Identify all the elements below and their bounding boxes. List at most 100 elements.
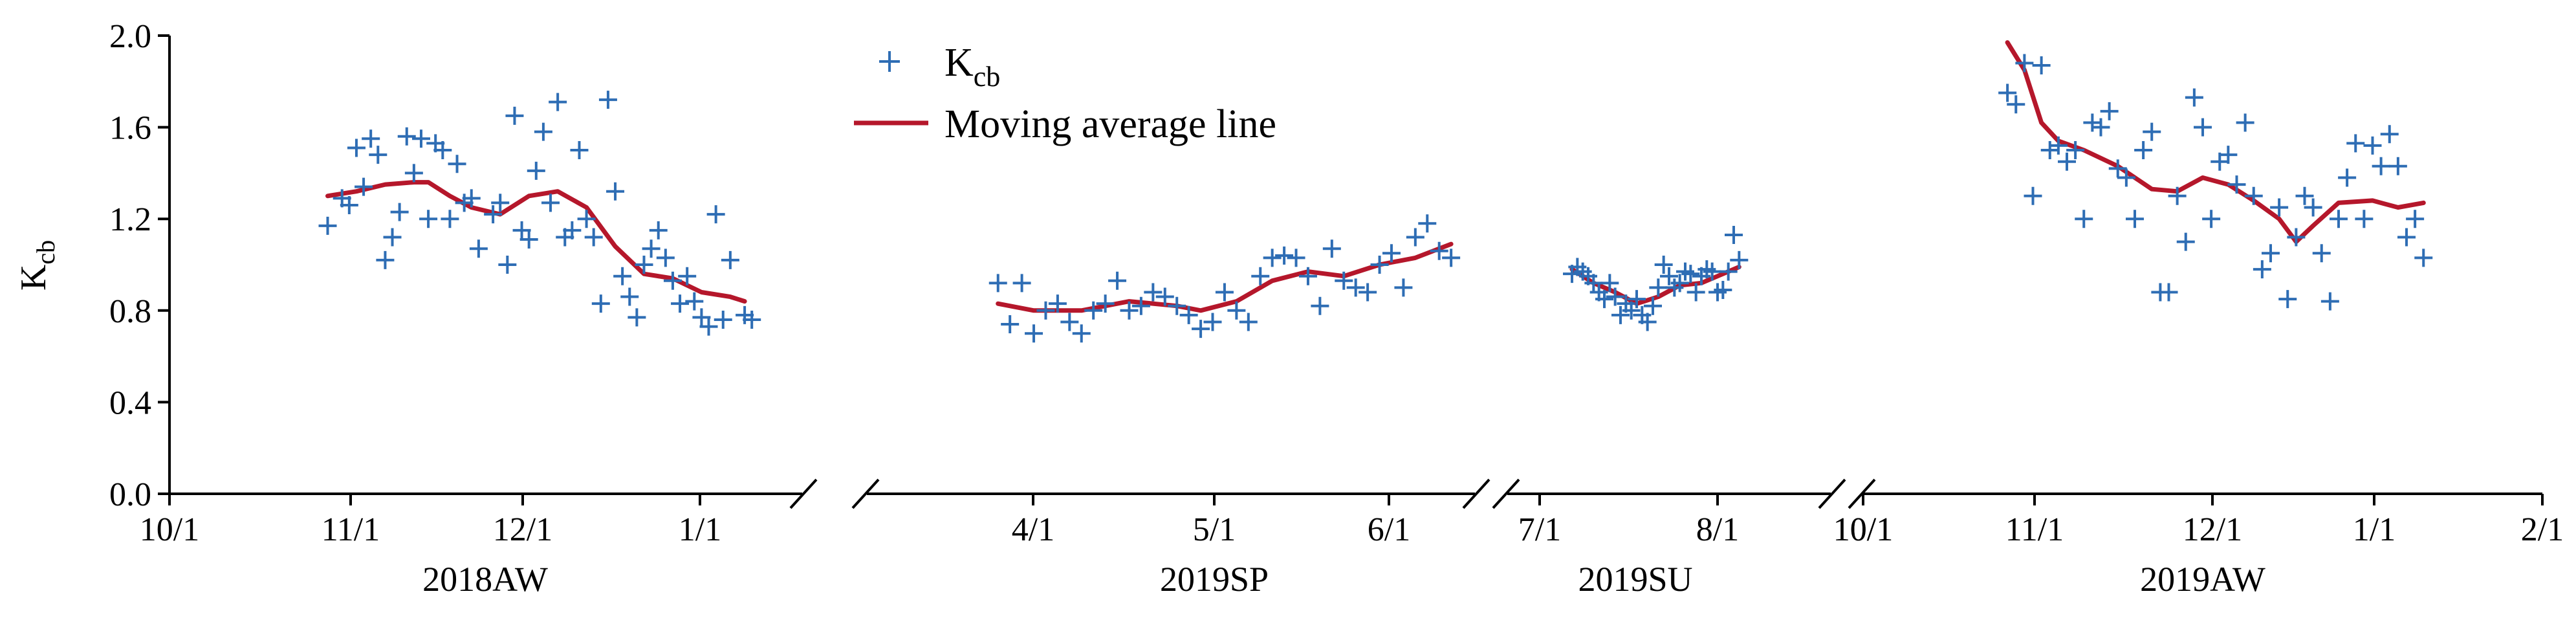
x-tick-label: 2/1 (2521, 511, 2564, 548)
kcb-point (1628, 290, 1646, 309)
kcb-point (2227, 175, 2246, 194)
kcb-point (1714, 280, 1732, 299)
kcb-point (1430, 241, 1448, 260)
kcb-point (642, 239, 660, 258)
kcb-point (1622, 301, 1641, 320)
kcb-point (362, 129, 380, 148)
kcb-point (2159, 283, 2178, 302)
y-axis-title: Kcb (14, 240, 60, 291)
kcb-point (714, 310, 732, 329)
kcb-point (397, 127, 416, 146)
kcb-point (1012, 274, 1031, 293)
kcb-point (534, 122, 552, 141)
x-tick-label: 5/1 (1193, 511, 1236, 548)
kcb-points-series (318, 54, 2433, 343)
moving-average-line (1569, 265, 1741, 306)
kcb-point (505, 106, 524, 125)
kcb-point (1001, 315, 1020, 334)
kcb-point (347, 138, 366, 157)
y-axis: 0.0 0.4 0.8 1.2 1.6 2.0 Kcb (14, 18, 171, 513)
kcb-point (1120, 301, 1139, 320)
x-tick-label: 1/1 (2353, 511, 2396, 548)
kcb-point (1072, 324, 1091, 343)
kcb-point (606, 182, 625, 201)
kcb-point (527, 161, 545, 180)
kcb-point (2338, 168, 2357, 187)
kcb-point (1394, 278, 1413, 297)
kcb-point (2219, 146, 2238, 164)
kcb-point (2040, 141, 2059, 159)
kcb-point (1298, 267, 1317, 285)
kcb-point (563, 221, 582, 239)
kcb-point (591, 294, 610, 313)
kcb-point (2363, 136, 2382, 155)
kcb-point (1192, 320, 1210, 338)
kcb-point (1600, 274, 1619, 293)
kcb-point (2134, 141, 2153, 159)
y-tick-label: 2.0 (109, 18, 151, 55)
kcb-point (2168, 186, 2187, 205)
kcb-point (1036, 301, 1055, 320)
kcb-point (2049, 136, 2068, 155)
kcb-point (2185, 88, 2203, 107)
kcb-point (1644, 296, 1662, 315)
kcb-point (2253, 260, 2271, 279)
kcb-point (2024, 186, 2042, 205)
axis-break-mark (1818, 478, 1846, 509)
kcb-point (1703, 262, 1721, 281)
kcb-point (2397, 228, 2416, 247)
x-tick-label: 11/1 (322, 511, 380, 548)
kcb-point (2176, 232, 2195, 251)
kcb-point (1048, 294, 1067, 313)
kcb-point (2066, 141, 2085, 159)
kcb-point (448, 155, 466, 173)
kcb-point (1649, 278, 1668, 297)
kcb-point (498, 256, 517, 274)
legend-label-average: Moving average line (944, 102, 1276, 146)
kcb-point (1335, 271, 1353, 290)
x-tick-label: 4/1 (1012, 511, 1054, 548)
kcb-point (2202, 210, 2221, 228)
kcb-point (1096, 294, 1115, 313)
kcb-point (1287, 249, 1305, 267)
kcb-point (1370, 256, 1389, 274)
kcb-point (1108, 271, 1127, 290)
x-tick-label: 11/1 (2005, 511, 2064, 548)
kcb-point (656, 249, 675, 267)
kcb-point (2346, 134, 2365, 153)
kcb-point (512, 221, 531, 239)
kcb-point (369, 146, 387, 164)
kcb-point (441, 210, 459, 228)
kcb-point (1670, 274, 1689, 293)
kcb-point (692, 308, 711, 327)
kcb-point (1654, 256, 1673, 274)
x-tick-label: 7/1 (1518, 511, 1561, 548)
kcb-point (613, 267, 632, 285)
kcb-point (2388, 157, 2407, 175)
kcb-point (1227, 301, 1246, 320)
kcb-point (685, 292, 704, 311)
y-tick-label: 1.6 (109, 110, 151, 147)
x-tick-label: 12/1 (493, 511, 552, 548)
kcb-point (743, 310, 761, 329)
kcb-point (2320, 292, 2339, 311)
kcb-point (2075, 210, 2093, 228)
kcb-point (2244, 186, 2263, 205)
kcb-point (491, 194, 510, 212)
kcb-point (577, 210, 596, 228)
kcb-point (1311, 296, 1329, 315)
kcb-point (678, 267, 697, 285)
kcb-point (1359, 283, 1377, 302)
moving-average-series (325, 40, 2426, 313)
kcb-point (2083, 113, 2102, 132)
kcb-point (1131, 296, 1150, 315)
kcb-point (1060, 313, 1079, 331)
kcb-point (1382, 244, 1401, 263)
kcb-point (635, 256, 653, 274)
kcb-point (469, 239, 488, 258)
kcb-point (1611, 305, 1630, 324)
kcb-point (1606, 287, 1624, 306)
kcb-point (2380, 125, 2399, 144)
segment-label: 2019AW (2140, 560, 2265, 599)
axis-break-mark (1492, 478, 1520, 509)
